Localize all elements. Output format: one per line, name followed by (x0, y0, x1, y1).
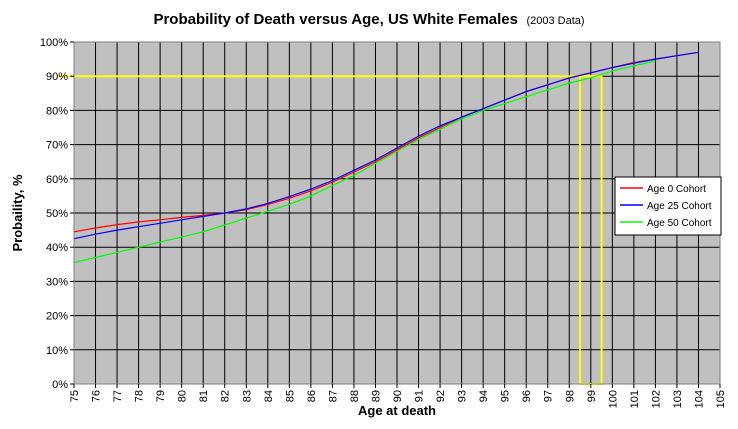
chart-title: Probability of Death versus Age, US Whit… (153, 11, 584, 28)
x-tick-label: 101 (629, 390, 641, 408)
x-tick-label: 94 (478, 390, 490, 402)
x-tick-label: 84 (263, 390, 275, 402)
x-tick-label: 97 (543, 390, 555, 402)
x-tick-label: 92 (435, 390, 447, 402)
y-tick-label: 70% (46, 140, 68, 152)
x-tick-label: 102 (650, 390, 662, 408)
legend: Age 0 Cohort Age 25 Cohort Age 50 Cohort (614, 176, 722, 236)
x-tick-label: 86 (306, 390, 318, 402)
x-tick-label: 93 (457, 390, 469, 402)
x-tick-label: 105 (715, 390, 727, 408)
x-tick-label: 80 (177, 390, 189, 402)
x-tick-label: 87 (327, 390, 339, 402)
x-tick-label: 104 (693, 390, 705, 408)
legend-label: Age 50 Cohort (647, 218, 712, 229)
x-tick-label: 100 (607, 390, 619, 408)
legend-label: Age 0 Cohort (647, 184, 706, 195)
x-tick-label: 82 (220, 390, 232, 402)
x-tick-label: 75 (69, 390, 81, 402)
x-tick-label: 103 (672, 390, 684, 408)
x-tick-label: 96 (521, 390, 533, 402)
x-tick-label: 95 (500, 390, 512, 402)
x-tick-label: 89 (370, 390, 382, 402)
x-tick-label: 99 (586, 390, 598, 402)
y-tick-label: 90% (46, 71, 68, 83)
y-tick-label: 0% (52, 379, 68, 391)
chart-subtitle: (2003 Data) (526, 15, 584, 27)
x-tick-label: 77 (112, 390, 124, 402)
x-tick-label: 83 (241, 390, 253, 402)
x-axis-label: Age at death (358, 403, 436, 418)
x-tick-label: 90 (392, 390, 404, 402)
y-tick-label: 40% (46, 242, 68, 254)
legend-box (614, 176, 722, 236)
x-tick-labels: 75 76 77 78 79 80 81 82 83 84 85 86 87 88 89 90 91 92 93 94… (69, 384, 727, 408)
y-axis-label: Probaility, % (10, 174, 25, 251)
y-tick-label: 20% (46, 311, 68, 323)
x-tick-label: 91 (414, 390, 426, 402)
y-tick-labels: 0% 10% 20% 30% 40% 50% 60% 70% 80% 90% 100% (40, 37, 74, 391)
chart-title-main: Probability of Death versus Age, US Whit… (153, 11, 518, 28)
x-tick-label: 85 (284, 390, 296, 402)
y-tick-label: 80% (46, 105, 68, 117)
x-tick-label: 79 (155, 390, 167, 402)
y-tick-label: 100% (40, 37, 68, 49)
x-tick-label: 78 (134, 390, 146, 402)
legend-label: Age 25 Cohort (647, 201, 712, 212)
x-tick-label: 98 (564, 390, 576, 402)
y-tick-label: 50% (46, 208, 68, 220)
series-lines (73, 51, 699, 264)
series-line-1 (73, 51, 699, 240)
y-tick-label: 30% (46, 276, 68, 288)
x-tick-label: 88 (349, 390, 361, 402)
y-tick-label: 60% (46, 174, 68, 186)
series-line-2 (73, 60, 656, 264)
y-tick-label: 10% (46, 345, 68, 357)
x-tick-label: 76 (91, 390, 103, 402)
x-tick-label: 81 (198, 390, 210, 402)
